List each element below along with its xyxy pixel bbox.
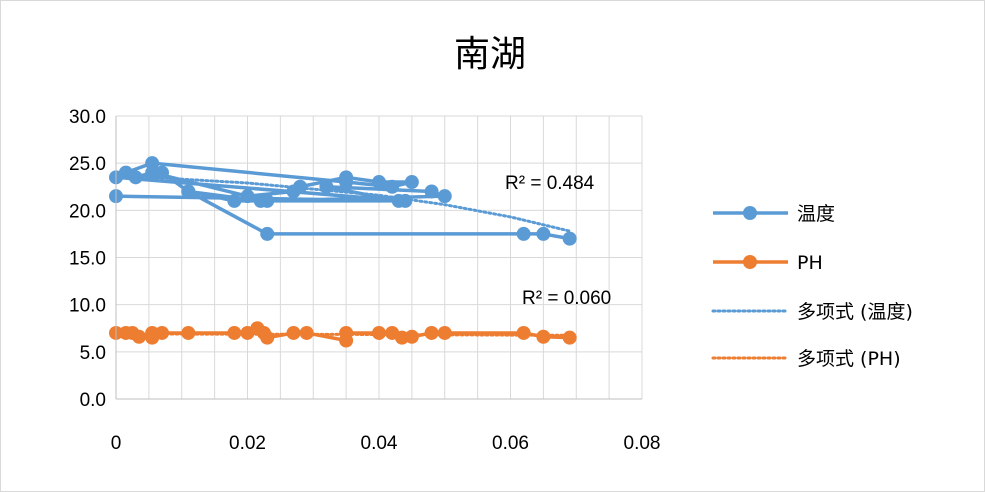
data-point-temperature bbox=[253, 193, 268, 208]
y-tick-label: 10.0 bbox=[69, 296, 106, 317]
data-point-ph bbox=[227, 325, 242, 340]
data-point-ph bbox=[516, 325, 531, 340]
data-point-ph bbox=[562, 330, 577, 345]
legend-item-temperature: 温度 bbox=[713, 203, 835, 225]
data-point-temperature bbox=[516, 226, 531, 241]
data-point-temperature bbox=[391, 193, 406, 208]
legend-label-trend-ph: 多项式 (PH) bbox=[797, 348, 901, 370]
data-point-temperature bbox=[286, 184, 301, 199]
data-point-temperature bbox=[227, 193, 242, 208]
legend-marker-ph bbox=[743, 255, 757, 269]
data-point-ph bbox=[424, 325, 439, 340]
series-layer bbox=[109, 156, 577, 348]
legend-label-temperature: 温度 bbox=[797, 203, 835, 225]
data-point-temperature bbox=[339, 170, 354, 185]
data-point-temperature bbox=[385, 179, 400, 194]
data-point-temperature bbox=[240, 189, 255, 204]
legend-marker-temperature bbox=[743, 206, 757, 220]
legend: 温度 PH 多项式 (温度) 多项式 (PH) bbox=[711, 203, 913, 370]
series-temperature bbox=[109, 156, 577, 246]
data-point-temperature bbox=[424, 184, 439, 199]
x-tick-label: 0.02 bbox=[229, 433, 266, 454]
x-tick-label: 0 bbox=[111, 433, 122, 454]
data-point-ph bbox=[299, 325, 314, 340]
legend-item-trend-ph: 多项式 (PH) bbox=[711, 348, 901, 370]
legend-item-trend-temperature: 多项式 (温度) bbox=[711, 301, 913, 323]
y-tick-label: 15.0 bbox=[69, 249, 106, 270]
axes: 0.0 5.0 10.0 15.0 20.0 25.0 30.0 0 0.02 0.04 0.06 0… bbox=[69, 107, 660, 454]
chart-title: 南湖 bbox=[454, 34, 526, 75]
data-point-ph bbox=[132, 329, 147, 344]
data-point-temperature bbox=[128, 170, 143, 185]
data-point-ph bbox=[404, 329, 419, 344]
data-point-ph bbox=[260, 330, 275, 345]
grid bbox=[116, 115, 643, 400]
data-point-ph bbox=[286, 325, 301, 340]
series-ph bbox=[109, 321, 577, 348]
data-point-ph bbox=[339, 325, 354, 340]
legend-item-ph: PH bbox=[713, 252, 823, 274]
data-point-temperature bbox=[319, 179, 334, 194]
data-point-temperature bbox=[404, 175, 419, 190]
y-tick-label: 25.0 bbox=[69, 154, 106, 175]
data-point-ph bbox=[181, 325, 196, 340]
data-point-ph bbox=[155, 325, 170, 340]
data-point-temperature bbox=[437, 189, 452, 204]
data-point-ph bbox=[372, 325, 386, 340]
r2-annotations: R² = 0.484 R² = 0.060 bbox=[505, 173, 611, 309]
y-tick-label: 5.0 bbox=[80, 343, 106, 364]
data-point-temperature bbox=[562, 231, 577, 246]
data-point-temperature bbox=[372, 175, 386, 190]
y-tick-label: 20.0 bbox=[69, 201, 106, 222]
r2-label-ph: R² = 0.060 bbox=[522, 288, 611, 309]
x-tick-label: 0.06 bbox=[492, 433, 529, 454]
y-tick-label: 30.0 bbox=[69, 107, 106, 128]
r2-label-temperature: R² = 0.484 bbox=[505, 173, 595, 194]
data-point-ph bbox=[437, 325, 452, 340]
legend-label-ph: PH bbox=[797, 252, 823, 274]
data-point-temperature bbox=[181, 184, 196, 199]
data-point-ph bbox=[536, 329, 551, 344]
legend-label-trend-temperature: 多项式 (温度) bbox=[797, 301, 913, 323]
data-point-temperature bbox=[260, 226, 275, 241]
data-point-temperature bbox=[155, 165, 170, 180]
data-point-temperature bbox=[145, 165, 160, 180]
x-tick-label: 0.04 bbox=[361, 433, 398, 454]
data-point-temperature bbox=[536, 226, 551, 241]
x-tick-label: 0.08 bbox=[624, 433, 661, 454]
y-tick-label: 0.0 bbox=[80, 390, 106, 411]
